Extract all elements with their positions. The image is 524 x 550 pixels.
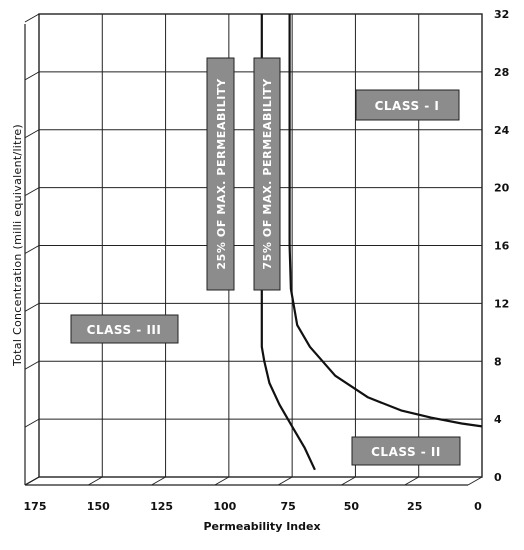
y-tick-label: 24 xyxy=(494,124,510,137)
series-label-25-group: 25% OF MAX. PERMEABILITY xyxy=(206,57,235,291)
y-tick-label: 12 xyxy=(494,297,509,310)
series-label-25: 25% OF MAX. PERMEABILITY xyxy=(215,78,228,270)
grid-depth-x xyxy=(151,476,166,486)
class-ii-group: CLASS - II xyxy=(351,436,461,466)
x-axis-title: Permeability Index xyxy=(203,520,320,533)
y-tick-label: 28 xyxy=(494,66,509,79)
x-tick-label: 25 xyxy=(407,500,422,513)
grid-depth-x xyxy=(467,476,483,486)
series-line-2 xyxy=(288,14,483,428)
y-tick-label: 20 xyxy=(494,182,510,195)
grid-depth-y xyxy=(24,13,40,23)
x-tick-labels: 175 150 125 100 75 50 25 0 xyxy=(24,500,483,513)
y-tick-labels: 0 4 8 12 16 20 24 28 32 xyxy=(494,8,510,484)
class-i-group: CLASS - I xyxy=(355,89,460,121)
class-iii-group: CLASS - III xyxy=(70,314,179,344)
series-label-75-group: 75% OF MAX. PERMEABILITY xyxy=(253,57,281,291)
y-tick-label: 32 xyxy=(494,8,509,21)
grid-depth-y xyxy=(24,71,40,81)
class-iii-label: CLASS - III xyxy=(87,323,162,337)
x-tick-label: 50 xyxy=(344,500,360,513)
x-tick-label: 0 xyxy=(474,500,482,513)
x-tick-label: 125 xyxy=(150,500,173,513)
class-iii-box xyxy=(70,314,179,344)
grid-depth-x xyxy=(214,476,230,486)
x-tick-label: 75 xyxy=(280,500,295,513)
grid-depth-y xyxy=(24,187,40,197)
class-ii-box xyxy=(351,436,461,466)
grid-depth-x xyxy=(404,476,419,486)
x-tick-label: 100 xyxy=(213,500,236,513)
y-tick-label: 8 xyxy=(494,355,502,368)
grid-depth-x xyxy=(277,476,293,486)
grid-depth-y xyxy=(24,360,40,370)
y-tick-label: 16 xyxy=(494,240,510,253)
grid-depth-y xyxy=(24,302,40,312)
series-label-75-box xyxy=(253,57,281,291)
y-tick-label: 4 xyxy=(494,413,502,426)
x-tick-label: 150 xyxy=(87,500,110,513)
grid-depth-y xyxy=(24,418,40,428)
grid-depth-y xyxy=(24,245,40,254)
series-label-75: 75% OF MAX. PERMEABILITY xyxy=(261,78,274,270)
y-axis-title: Total Concentration (milli equivalent/li… xyxy=(11,124,24,367)
class-ii-label: CLASS - II xyxy=(371,445,441,459)
y-tick-label: 0 xyxy=(494,471,502,484)
grid-depth-y xyxy=(24,476,40,486)
class-i-box xyxy=(355,89,460,121)
grid-depth-y xyxy=(24,129,40,139)
x-tick-label: 175 xyxy=(24,500,47,513)
grid-depth-x xyxy=(341,476,356,486)
class-i-label: CLASS - I xyxy=(375,99,440,113)
curves xyxy=(260,14,483,471)
grid-depth-x xyxy=(88,476,103,486)
series-label-25-box xyxy=(206,57,235,291)
